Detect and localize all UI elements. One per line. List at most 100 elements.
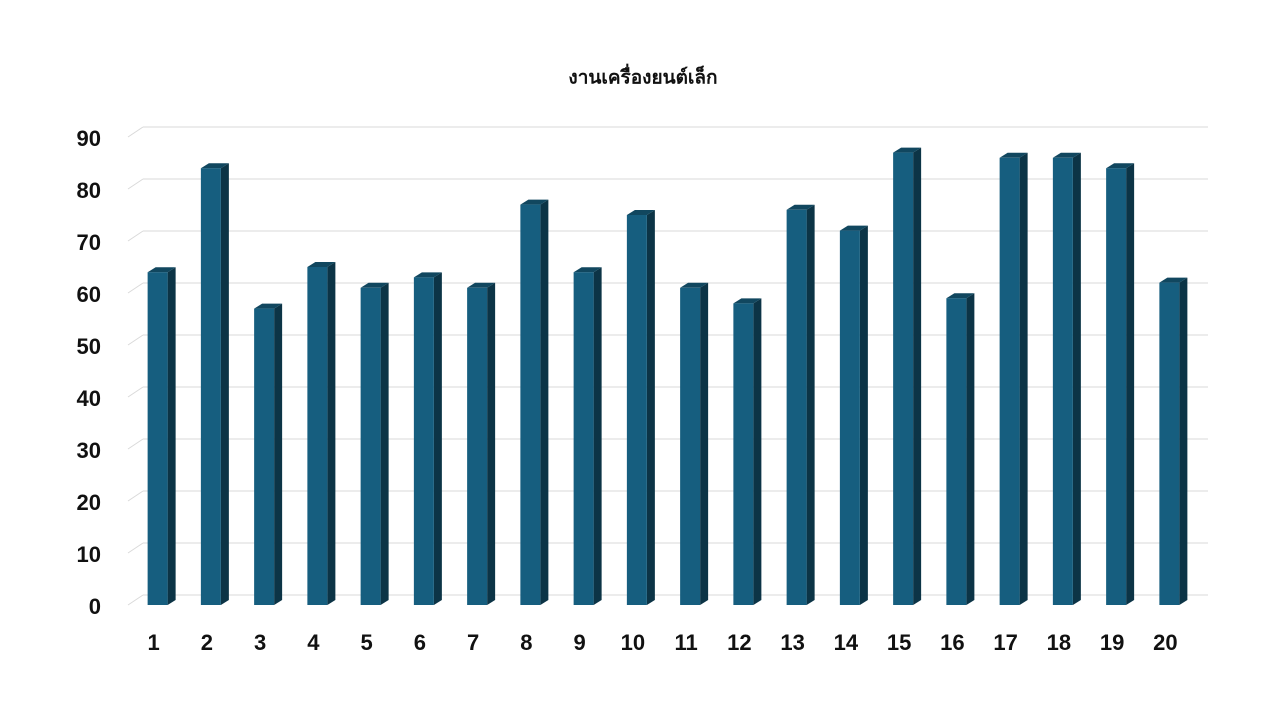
bar-top	[200, 163, 229, 169]
y-tick-label: 90	[77, 126, 101, 151]
grid-line-edge	[127, 178, 144, 190]
bar-side	[700, 282, 709, 605]
bar	[147, 272, 168, 605]
y-tick-label: 20	[77, 490, 101, 515]
bar	[200, 168, 221, 605]
grid-line-edge	[127, 126, 144, 138]
x-tick-label: 14	[834, 630, 859, 655]
grid-line-edge	[127, 542, 144, 554]
bar-side	[753, 298, 762, 605]
x-tick-label: 19	[1100, 630, 1124, 655]
bar-top	[999, 152, 1028, 158]
bar	[999, 157, 1020, 606]
x-tick-label: 3	[254, 630, 266, 655]
bar-top	[307, 262, 336, 267]
x-tick-label: 2	[201, 630, 213, 655]
bar-top	[893, 147, 922, 153]
bar-side	[593, 267, 602, 605]
grid-line-edge	[127, 230, 144, 242]
x-tick-label: 8	[520, 630, 532, 655]
bar-side	[220, 163, 229, 605]
y-tick-label: 10	[77, 542, 101, 567]
grid-line-edge	[127, 438, 144, 450]
grid-line-edge	[127, 490, 144, 502]
bar	[1106, 168, 1127, 605]
bar-top	[573, 267, 602, 273]
y-tick-label: 40	[77, 386, 101, 411]
y-tick-label: 30	[77, 438, 101, 463]
chart-title: งานเครื่องยนต์เล็ก	[568, 64, 717, 89]
bar-top	[1052, 152, 1081, 158]
bar-top	[1106, 163, 1135, 169]
y-tick-label: 50	[77, 334, 101, 359]
grid-line-edge	[127, 334, 144, 346]
bar	[946, 298, 967, 605]
bar-side	[380, 282, 389, 605]
bar-side	[487, 282, 496, 605]
x-tick-label: 4	[307, 630, 320, 655]
bar-side	[859, 225, 868, 605]
bar-side	[1126, 163, 1135, 605]
bar-top	[254, 303, 283, 309]
bar	[626, 215, 647, 605]
x-tick-label: 7	[467, 630, 479, 655]
x-tick-label: 1	[148, 630, 160, 655]
y-tick-label: 0	[89, 594, 101, 619]
bar	[1159, 282, 1180, 605]
bar-side	[167, 267, 176, 605]
x-tick-label: 11	[674, 630, 697, 655]
bar-top	[626, 210, 655, 215]
bar	[893, 152, 914, 605]
bar-top	[147, 267, 176, 273]
bar-side	[540, 199, 549, 605]
bar-top	[680, 282, 709, 288]
bar	[307, 267, 328, 605]
bar-side	[646, 210, 655, 605]
x-tick-label: 6	[414, 630, 426, 655]
x-tick-label: 5	[361, 630, 373, 655]
bar-top	[786, 204, 815, 210]
bar-top	[360, 282, 389, 288]
x-tick-label: 16	[940, 630, 964, 655]
bar-side	[913, 147, 922, 605]
grid-line-edge	[127, 594, 144, 606]
bar	[680, 287, 701, 605]
bar	[520, 204, 541, 605]
bar	[573, 272, 594, 605]
bar	[839, 230, 860, 605]
bar-top	[946, 293, 975, 299]
bar	[360, 287, 381, 605]
bar	[467, 287, 488, 605]
bar	[413, 277, 434, 605]
bar-top	[839, 225, 868, 231]
bar-side	[1072, 152, 1081, 606]
x-tick-label: 10	[621, 630, 645, 655]
bar-top	[733, 298, 762, 304]
grid-line-edge	[127, 386, 144, 398]
bar-top	[467, 282, 496, 288]
bar	[786, 209, 807, 606]
x-tick-label: 13	[780, 630, 804, 655]
y-tick-label: 70	[77, 230, 101, 255]
x-tick-label: 15	[887, 630, 911, 655]
x-tick-label: 17	[993, 630, 1017, 655]
x-tick-label: 18	[1047, 630, 1071, 655]
bar-top	[520, 199, 549, 205]
x-tick-label: 9	[574, 630, 586, 655]
bar-side	[806, 204, 815, 606]
grid-line-edge	[127, 282, 144, 294]
y-tick-label: 60	[77, 282, 101, 307]
y-tick-label: 80	[77, 178, 101, 203]
bar-side	[1179, 277, 1188, 605]
bar-side	[327, 262, 336, 605]
bar-top	[1159, 277, 1188, 283]
bar-side	[433, 272, 442, 605]
bar	[733, 303, 754, 605]
bar-side	[966, 293, 975, 605]
bar-top	[413, 272, 442, 278]
x-tick-label: 20	[1153, 630, 1177, 655]
bar-side	[1019, 152, 1028, 606]
bar-side	[274, 303, 283, 605]
bar	[254, 308, 275, 605]
x-tick-label: 12	[727, 630, 751, 655]
